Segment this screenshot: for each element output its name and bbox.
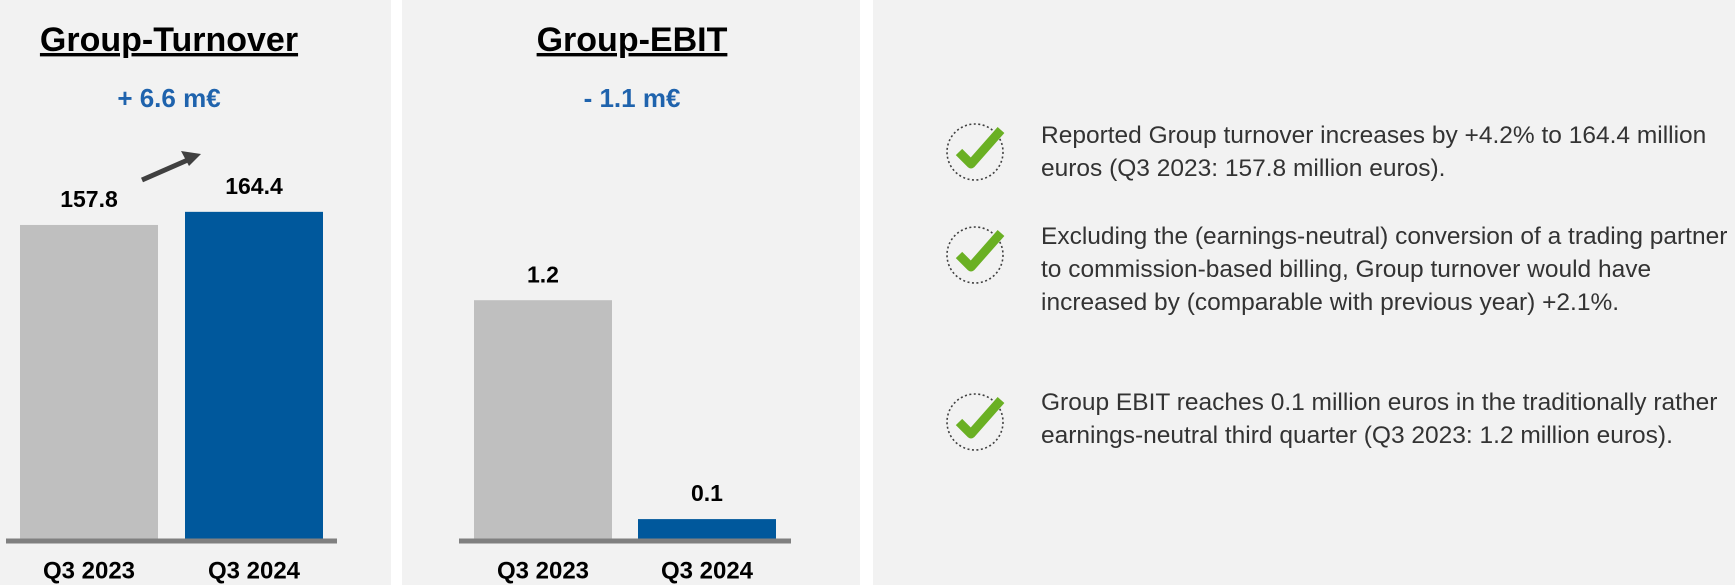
x-tick-label: Q3 2024 (208, 557, 301, 584)
value-label: 164.4 (225, 173, 283, 199)
check-icon (946, 123, 1005, 181)
x-tick-label: Q3 2024 (661, 557, 754, 584)
icon-check (955, 230, 1005, 272)
value-label: 1.2 (527, 261, 559, 287)
icon-check (955, 397, 1005, 439)
check-icon (946, 226, 1005, 284)
trend-arrow-head (181, 151, 201, 166)
icon-check (955, 127, 1005, 169)
chart-title: Group-EBIT (537, 21, 728, 59)
chart-subtitle: - 1.1 m€ (584, 83, 681, 113)
icon-circle (946, 226, 1004, 284)
icon-circle (946, 123, 1004, 181)
x-tick-label: Q3 2023 (43, 557, 135, 584)
bullet-text: Excluding the (earnings-neutral) convers… (1041, 223, 1728, 316)
value-label: 157.8 (60, 186, 118, 212)
value-label: 0.1 (691, 480, 723, 506)
divider (860, 0, 873, 585)
chart-title: Group-Turnover (40, 21, 298, 59)
icon-circle (946, 393, 1004, 451)
bullet-text: Reported Group turnover increases by +4.… (1041, 122, 1707, 182)
x-tick-label: Q3 2023 (497, 557, 589, 584)
bar (638, 519, 776, 539)
check-icon (946, 393, 1005, 451)
divider (391, 0, 402, 585)
chart-subtitle: + 6.6 m€ (117, 83, 220, 113)
trend-arrow (140, 156, 192, 183)
bullet-text: Group EBIT reaches 0.1 million euros in … (1041, 389, 1718, 449)
bar (185, 211, 323, 539)
bar (20, 224, 158, 539)
bar (474, 300, 612, 539)
